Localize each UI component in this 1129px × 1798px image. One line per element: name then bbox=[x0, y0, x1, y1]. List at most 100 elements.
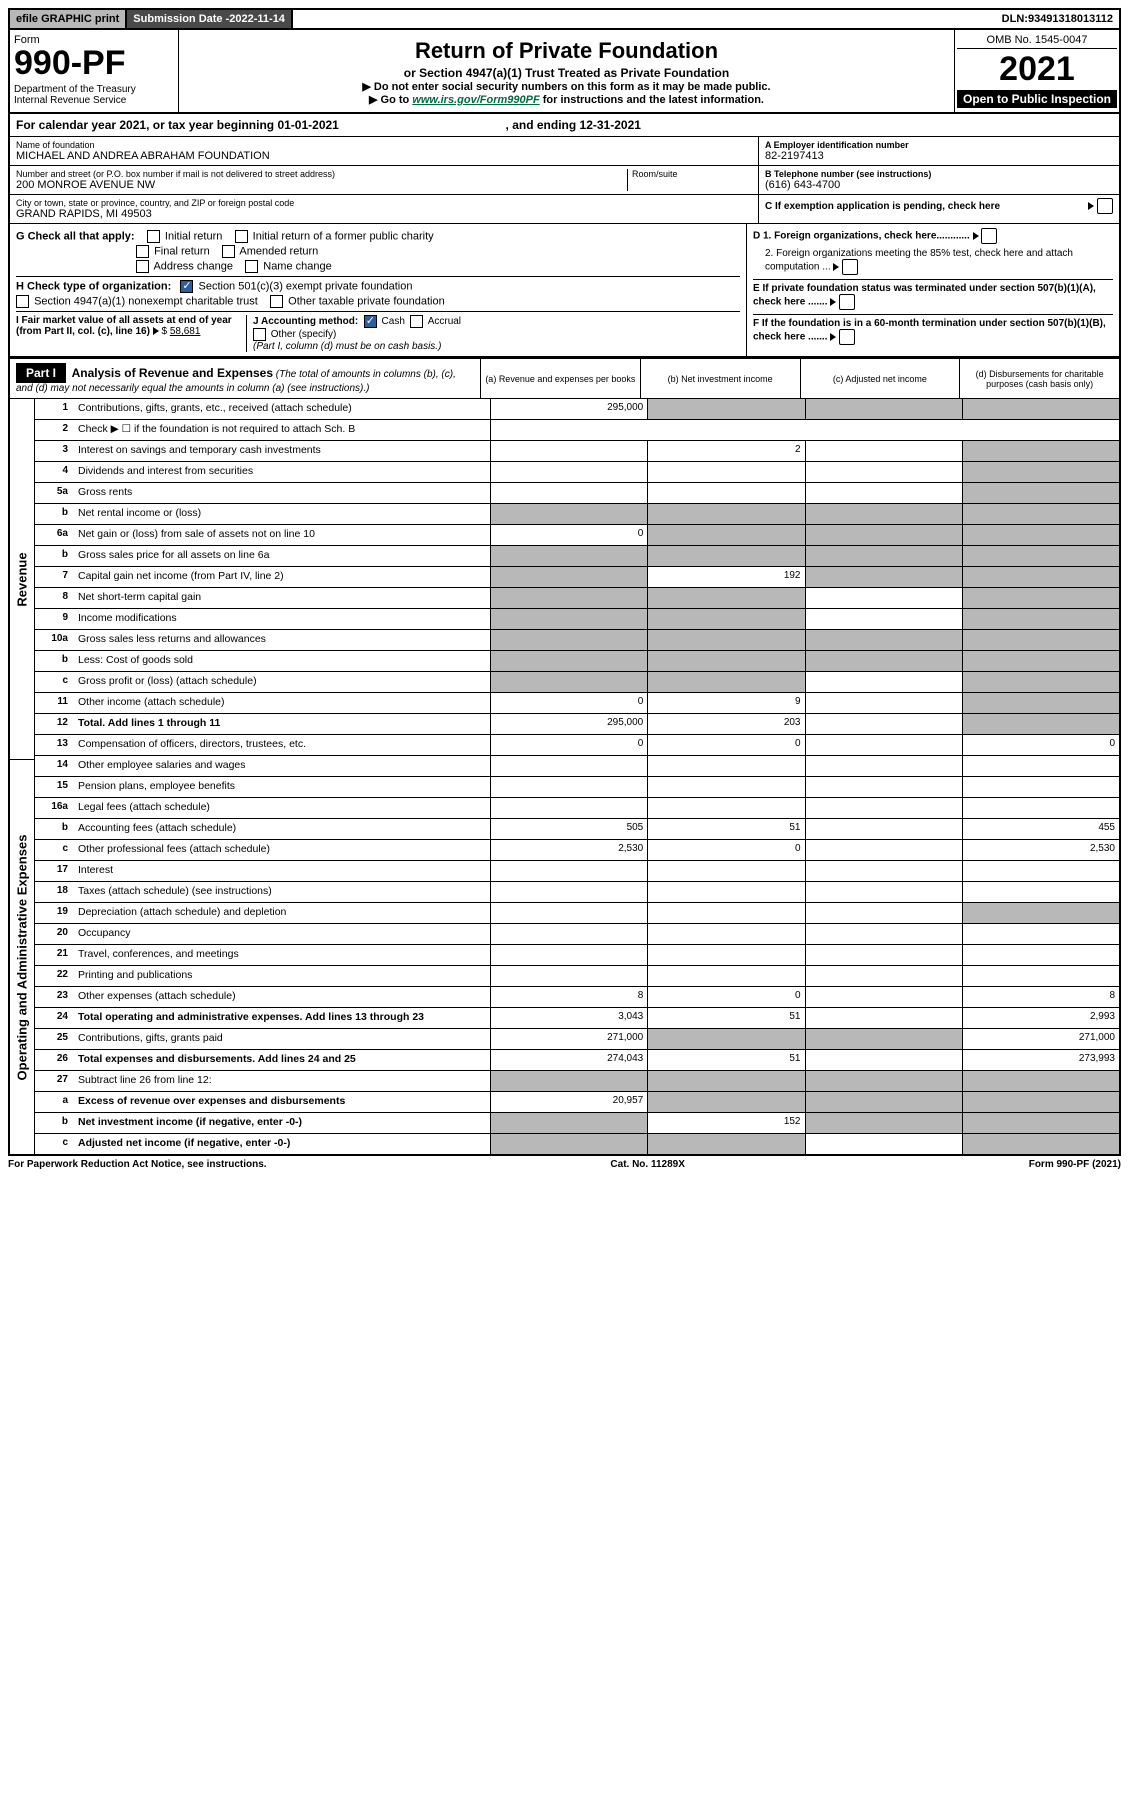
foundation-info: Name of foundation MICHAEL AND ANDREA AB… bbox=[8, 137, 1121, 224]
line-number: 12 bbox=[34, 714, 74, 734]
value-cell bbox=[491, 966, 648, 986]
table-row: bLess: Cost of goods sold bbox=[34, 651, 1119, 672]
value-cell bbox=[963, 441, 1119, 461]
initial-return-checkbox[interactable] bbox=[147, 230, 160, 243]
value-cell bbox=[491, 504, 648, 524]
value-cell: 51 bbox=[648, 1050, 805, 1070]
form-number: 990-PF bbox=[14, 46, 174, 80]
value-cell: 273,993 bbox=[963, 1050, 1119, 1070]
line-number: 23 bbox=[34, 987, 74, 1007]
value-cell: 2,530 bbox=[491, 840, 648, 860]
85pct-checkbox[interactable] bbox=[842, 259, 858, 275]
value-cell: 8 bbox=[491, 987, 648, 1007]
value-cell bbox=[648, 525, 805, 545]
value-cell: 9 bbox=[648, 693, 805, 713]
efile-print-button[interactable]: efile GRAPHIC print bbox=[10, 10, 127, 28]
value-cell bbox=[806, 609, 963, 629]
value-cell bbox=[491, 798, 648, 818]
city-state-zip: GRAND RAPIDS, MI 49503 bbox=[16, 208, 752, 220]
value-cell bbox=[648, 483, 805, 503]
value-cell bbox=[806, 756, 963, 776]
final-return-checkbox[interactable] bbox=[136, 245, 149, 258]
table-row: 13Compensation of officers, directors, t… bbox=[34, 735, 1119, 756]
value-cell bbox=[491, 651, 648, 671]
line-number: 18 bbox=[34, 882, 74, 902]
address-change-checkbox[interactable] bbox=[136, 260, 149, 273]
amended-return-checkbox[interactable] bbox=[222, 245, 235, 258]
initial-former-checkbox[interactable] bbox=[235, 230, 248, 243]
g-label: G Check all that apply: bbox=[16, 230, 135, 242]
line-number: 21 bbox=[34, 945, 74, 965]
value-cell: 2 bbox=[648, 441, 805, 461]
value-cell: 51 bbox=[648, 1008, 805, 1028]
value-cell bbox=[806, 504, 963, 524]
form-title: Return of Private Foundation bbox=[185, 38, 948, 64]
line-description: Pension plans, employee benefits bbox=[74, 777, 491, 797]
value-cell: 2,993 bbox=[963, 1008, 1119, 1028]
value-cell bbox=[963, 588, 1119, 608]
value-cell bbox=[491, 483, 648, 503]
table-row: bGross sales price for all assets on lin… bbox=[34, 546, 1119, 567]
part1-title: Analysis of Revenue and Expenses bbox=[72, 366, 273, 380]
table-row: 9Income modifications bbox=[34, 609, 1119, 630]
form990pf-link[interactable]: www.irs.gov/Form990PF bbox=[412, 94, 539, 106]
value-cell bbox=[806, 819, 963, 839]
other-method-checkbox[interactable] bbox=[253, 328, 266, 341]
line-description: Net gain or (loss) from sale of assets n… bbox=[74, 525, 491, 545]
value-cell bbox=[963, 861, 1119, 881]
line-description: Gross sales less returns and allowances bbox=[74, 630, 491, 650]
line-number: 24 bbox=[34, 1008, 74, 1028]
line-number: 1 bbox=[34, 399, 74, 419]
501c3-checkbox[interactable] bbox=[180, 280, 193, 293]
line-number: 2 bbox=[34, 420, 74, 440]
line-description: Capital gain net income (from Part IV, l… bbox=[74, 567, 491, 587]
line-description: Printing and publications bbox=[74, 966, 491, 986]
line-number: 16a bbox=[34, 798, 74, 818]
part1-header: Part I Analysis of Revenue and Expenses … bbox=[8, 358, 1121, 399]
60month-checkbox[interactable] bbox=[839, 329, 855, 345]
value-cell bbox=[648, 777, 805, 797]
name-label: Name of foundation bbox=[16, 140, 752, 150]
table-row: 15Pension plans, employee benefits bbox=[34, 777, 1119, 798]
revenue-section-label: Revenue bbox=[10, 399, 35, 760]
value-cell: 3,043 bbox=[491, 1008, 648, 1028]
line-number: 4 bbox=[34, 462, 74, 482]
foreign-org-checkbox[interactable] bbox=[981, 228, 997, 244]
table-row: 25Contributions, gifts, grants paid271,0… bbox=[34, 1029, 1119, 1050]
street-address: 200 MONROE AVENUE NW bbox=[16, 179, 627, 191]
accrual-checkbox[interactable] bbox=[410, 315, 423, 328]
line-number: b bbox=[34, 1113, 74, 1133]
phone-label: B Telephone number (see instructions) bbox=[765, 169, 1113, 179]
line-description: Check ▶ ☐ if the foundation is not requi… bbox=[74, 420, 490, 440]
value-cell bbox=[491, 1071, 648, 1091]
value-cell bbox=[648, 1071, 805, 1091]
value-cell bbox=[806, 735, 963, 755]
table-row: bNet rental income or (loss) bbox=[34, 504, 1119, 525]
line-number: 11 bbox=[34, 693, 74, 713]
value-cell bbox=[806, 1050, 963, 1070]
value-cell bbox=[963, 693, 1119, 713]
value-cell bbox=[806, 525, 963, 545]
top-bar: efile GRAPHIC print Submission Date - 20… bbox=[8, 8, 1121, 30]
other-taxable-checkbox[interactable] bbox=[270, 295, 283, 308]
value-cell bbox=[648, 924, 805, 944]
value-cell bbox=[806, 1113, 963, 1133]
line-description: Total operating and administrative expen… bbox=[74, 1008, 491, 1028]
terminated-checkbox[interactable] bbox=[839, 294, 855, 310]
value-cell: 505 bbox=[491, 819, 648, 839]
value-cell: 203 bbox=[648, 714, 805, 734]
col-d-header: (d) Disbursements for charitable purpose… bbox=[960, 359, 1119, 398]
line-number: c bbox=[34, 840, 74, 860]
cash-checkbox[interactable] bbox=[364, 315, 377, 328]
value-cell: 295,000 bbox=[491, 714, 648, 734]
exemption-checkbox[interactable] bbox=[1097, 198, 1113, 214]
value-cell bbox=[491, 861, 648, 881]
4947-checkbox[interactable] bbox=[16, 295, 29, 308]
tax-year: 2021 bbox=[957, 49, 1117, 90]
line-number: 19 bbox=[34, 903, 74, 923]
name-change-checkbox[interactable] bbox=[245, 260, 258, 273]
foundation-name: MICHAEL AND ANDREA ABRAHAM FOUNDATION bbox=[16, 150, 752, 162]
table-row: cAdjusted net income (if negative, enter… bbox=[34, 1134, 1119, 1154]
irs-label: Internal Revenue Service bbox=[14, 95, 174, 106]
line-description: Subtract line 26 from line 12: bbox=[74, 1071, 491, 1091]
